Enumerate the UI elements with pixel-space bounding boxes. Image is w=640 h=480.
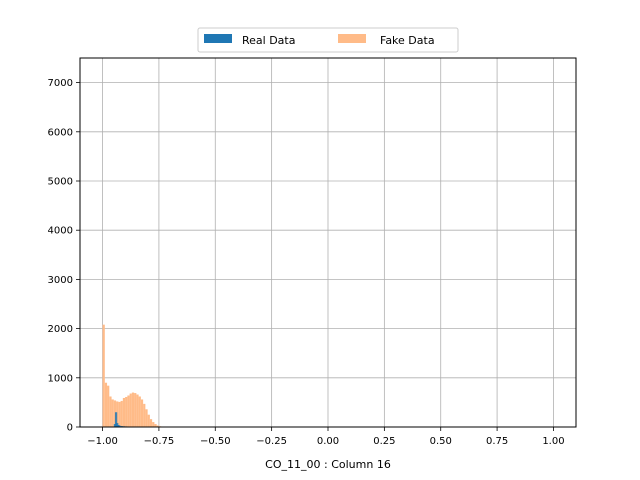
real-data-bar [114,412,118,427]
x-axis-ticks: −1.00 −0.75 −0.50 −0.25 0.00 0.25 0.50 0.75 1.00 [87,427,565,447]
fake-data-bar [152,422,155,427]
legend-swatch-real [204,34,232,43]
legend-box [197,27,459,53]
x-tick-label: 0.50 [430,436,452,447]
fake-data-bar [127,395,130,427]
y-tick-label: 3000 [48,275,73,286]
x-tick-label: −0.75 [144,436,175,447]
y-tick-label: 2000 [48,324,73,335]
fake-data-bar [149,419,153,427]
y-tick-label: 4000 [48,226,73,237]
y-tick-label: 5000 [48,177,73,188]
fake-data-bar [134,393,137,427]
legend-swatch-fake [338,34,366,43]
fake-data-bar [111,399,114,427]
x-tick-label: 0.25 [373,436,395,447]
fake-data-bar [145,409,148,427]
real-data-bar [118,425,121,427]
fake-data-bar [122,397,126,427]
y-tick-label: 7000 [48,78,73,89]
grid-lines [80,58,576,428]
x-axis-label: CO_11_00 : Column 16 [265,458,391,471]
x-tick-label: 1.00 [542,436,564,447]
fake-data-bar [147,414,150,427]
fake-data-bar [131,392,135,427]
fake-data-bar [107,385,110,427]
legend-label-fake: Fake Data [380,34,435,47]
fake-data-bar [129,393,132,427]
y-tick-label: 6000 [48,127,73,138]
fake-data-bar [125,396,128,427]
real-data-bar [116,423,119,427]
fake-data-bar [143,403,146,427]
y-axis-ticks: 0 1000 2000 3000 4000 5000 6000 7000 [48,78,80,434]
x-tick-label: −0.50 [200,436,231,447]
x-tick-label: −0.25 [256,436,287,447]
fake-data-bar [154,424,157,427]
x-tick-label: 0.00 [317,436,339,447]
legend-label-real: Real Data [242,34,295,47]
legend: Real Data Fake Data [197,27,459,53]
y-tick-label: 1000 [48,373,73,384]
y-tick-label: 0 [67,423,73,434]
fake-data-bar [120,400,123,427]
fake-data-bar [102,324,105,427]
fake-data-bar [104,382,108,427]
x-tick-label: −1.00 [87,436,118,447]
fake-data-bar [138,396,141,427]
fake-data-bar [109,396,112,427]
fake-data-bar [118,401,121,427]
fake-data-bar [140,399,144,427]
x-tick-label: 0.75 [486,436,508,447]
fake-data-bar [136,394,139,427]
fake-data-bar [156,425,159,427]
